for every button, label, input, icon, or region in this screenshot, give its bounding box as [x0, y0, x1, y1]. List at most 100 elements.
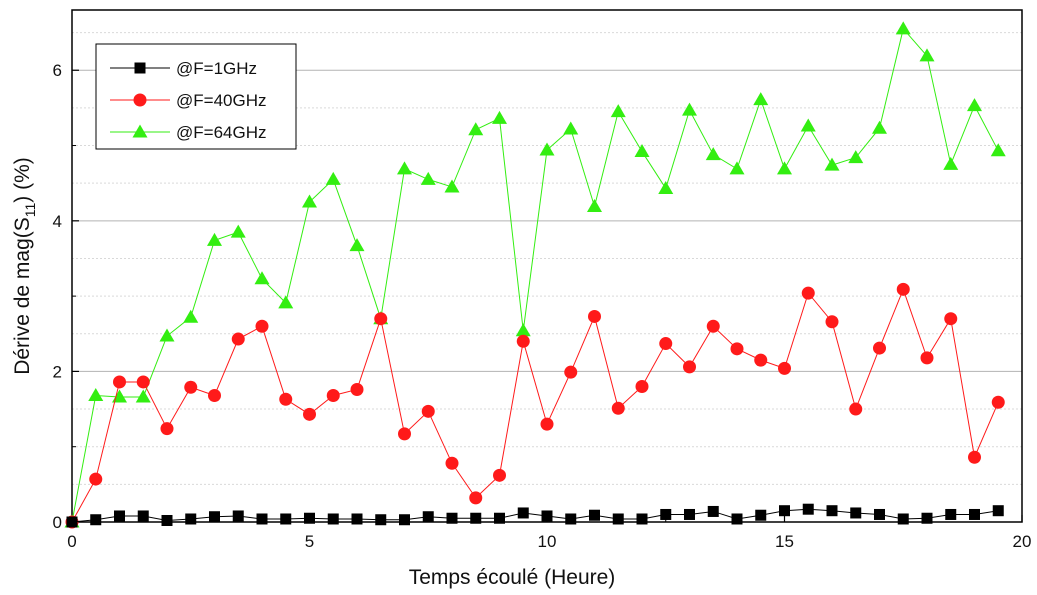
- data-point: [349, 238, 365, 252]
- y-tick-label: 4: [53, 212, 62, 231]
- legend-label: @F=1GHz: [176, 59, 257, 78]
- y-axis-title: Dérive de mag(S11) (%): [11, 157, 38, 375]
- data-point: [302, 194, 317, 208]
- data-point: [327, 513, 339, 525]
- data-point: [208, 389, 221, 403]
- data-point: [160, 422, 174, 436]
- data-point: [255, 319, 269, 333]
- data-point: [921, 512, 933, 524]
- data-point: [779, 505, 790, 517]
- axis-ticks: 0 5 10 15 20 0 2 4 6: [53, 61, 1032, 551]
- data-point: [611, 401, 625, 415]
- data-point: [114, 510, 125, 522]
- data-point: [754, 353, 768, 367]
- data-point: [304, 512, 315, 524]
- legend-marker: [134, 62, 146, 74]
- data-point: [66, 516, 78, 528]
- data-point: [398, 427, 411, 441]
- x-tick-label: 10: [538, 532, 557, 551]
- legend-entry: @F=40GHz: [110, 91, 266, 110]
- series-line: [71, 287, 999, 523]
- data-point: [112, 389, 127, 403]
- data-point: [706, 319, 720, 333]
- data-point: [634, 144, 650, 158]
- data-point: [612, 513, 624, 525]
- data-point: [137, 510, 149, 522]
- y-tick-label: 2: [53, 362, 62, 381]
- data-point: [89, 472, 103, 486]
- data-point: [541, 510, 553, 522]
- data-point: [636, 513, 648, 525]
- data-point: [896, 282, 910, 296]
- data-point: [113, 375, 126, 389]
- data-point: [278, 295, 294, 309]
- legend-label: @F=40GHz: [176, 91, 266, 110]
- data-point: [565, 513, 577, 525]
- data-point: [801, 286, 815, 300]
- data-point: [492, 110, 507, 124]
- data-point: [231, 332, 245, 346]
- data-point: [990, 143, 1006, 157]
- data-point: [88, 388, 104, 402]
- x-tick-label: 15: [775, 532, 794, 551]
- data-point: [232, 510, 244, 522]
- x-tick-label: 20: [1013, 532, 1032, 551]
- data-point: [351, 513, 363, 525]
- data-point: [185, 513, 197, 525]
- data-point: [207, 232, 222, 246]
- data-point: [494, 512, 505, 524]
- data-point: [895, 21, 911, 35]
- data-point: [730, 342, 744, 356]
- data-point: [159, 328, 175, 342]
- data-point: [374, 312, 388, 326]
- data-point: [848, 150, 864, 164]
- data-point: [516, 334, 530, 348]
- series-line: [71, 27, 999, 523]
- data-point: [849, 402, 863, 416]
- data-point: [422, 511, 434, 523]
- x-tick-label: 5: [305, 532, 314, 551]
- data-point: [135, 389, 151, 403]
- legend-entry: @F=64GHz: [110, 123, 266, 142]
- legend-entry: @F=1GHz: [110, 59, 257, 78]
- data-point: [755, 509, 767, 521]
- legend: @F=1GHz @F=40GHz @F=64GHz: [95, 43, 297, 150]
- data-point: [682, 102, 697, 116]
- data-point: [731, 513, 743, 525]
- x-tick-label: 0: [67, 532, 76, 551]
- legend-marker: [132, 124, 148, 138]
- data-point: [659, 337, 673, 351]
- series-line: [71, 508, 999, 523]
- y-tick-label: 6: [53, 61, 62, 80]
- data-point: [444, 179, 460, 193]
- data-point: [375, 514, 387, 526]
- data-point: [517, 507, 529, 519]
- data-point: [184, 380, 198, 394]
- data-point: [683, 360, 696, 374]
- data-point: [753, 92, 769, 106]
- data-point: [90, 514, 102, 526]
- data-point: [350, 382, 364, 396]
- data-point: [660, 508, 672, 520]
- data-point: [800, 118, 816, 132]
- data-point: [778, 361, 791, 375]
- data-point: [944, 312, 958, 326]
- legend-marker: [133, 93, 147, 107]
- data-point: [968, 450, 981, 464]
- series-square: [66, 503, 1004, 528]
- data-point: [825, 315, 839, 329]
- data-point: [588, 309, 601, 323]
- legend-label: @F=64GHz: [176, 123, 266, 142]
- data-point: [919, 48, 935, 62]
- data-point: [515, 323, 531, 337]
- data-point: [326, 389, 340, 403]
- data-point: [183, 309, 199, 323]
- y-axis-title-subscript: 11: [22, 202, 38, 217]
- data-point: [564, 365, 578, 379]
- data-point: [136, 375, 150, 389]
- data-point: [943, 156, 959, 170]
- data-point: [872, 120, 887, 134]
- data-point: [539, 142, 555, 156]
- data-point: [850, 507, 862, 519]
- y-tick-label: 0: [53, 513, 62, 532]
